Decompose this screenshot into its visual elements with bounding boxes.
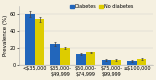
Bar — [102, 60, 111, 65]
Bar — [86, 52, 95, 65]
Bar — [76, 54, 86, 65]
Legend: Diabetes, No diabetes: Diabetes, No diabetes — [70, 4, 134, 10]
Bar — [25, 14, 35, 65]
Bar — [111, 60, 121, 65]
Bar — [51, 44, 60, 65]
Bar — [60, 48, 70, 65]
Bar — [35, 19, 44, 65]
Bar — [137, 59, 146, 65]
Bar — [127, 61, 137, 65]
Y-axis label: Prevalence (%): Prevalence (%) — [3, 15, 8, 56]
